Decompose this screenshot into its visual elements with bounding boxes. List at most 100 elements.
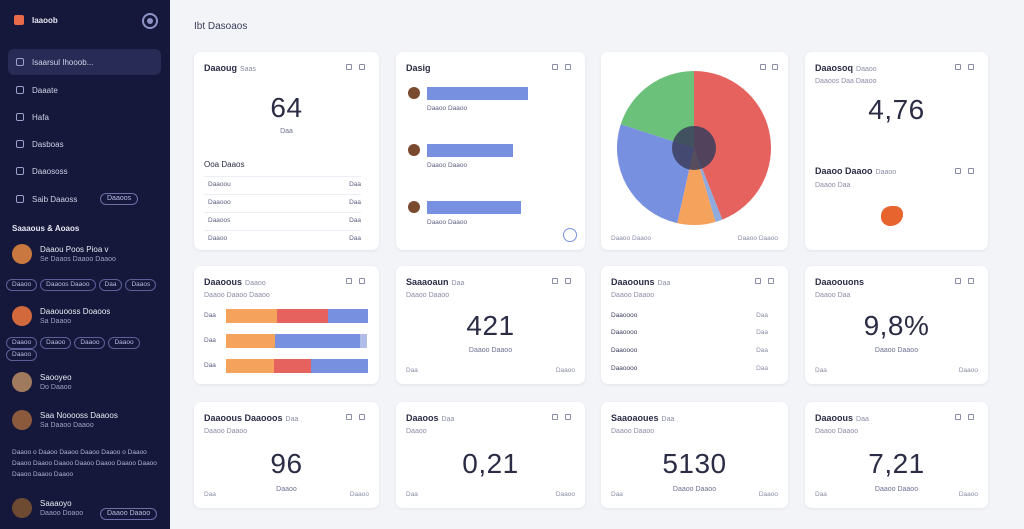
expand-icon[interactable] xyxy=(346,278,352,284)
stack-segment xyxy=(226,309,277,323)
card-kpi-9: Daaoous Daaooos Daa Daaoo Daaoo 96 Daaoo … xyxy=(194,402,379,508)
section-subtitle: Daaoo Daa xyxy=(815,182,851,189)
card-foot-right: Daaoo xyxy=(758,491,778,498)
tag[interactable]: Daaoo xyxy=(6,279,38,291)
expand-icon[interactable] xyxy=(552,414,558,420)
add-icon[interactable] xyxy=(563,228,577,242)
sidebar-item-2[interactable]: Daaate xyxy=(8,77,161,103)
table-row: Daaoos Daa xyxy=(204,212,361,228)
bar[interactable] xyxy=(427,87,528,100)
expand-icon[interactable] xyxy=(346,64,352,70)
menu-icon[interactable] xyxy=(968,414,974,420)
expand-icon[interactable] xyxy=(955,168,961,174)
expand-icon[interactable] xyxy=(955,278,961,284)
tag[interactable]: Daaoos Daaoo xyxy=(40,279,96,291)
tag-row: Daaoo Daaoos Daaoo Daa Daaos xyxy=(6,279,162,293)
card-subtitle: Daaoo Daa xyxy=(815,292,851,299)
avatar xyxy=(12,372,32,392)
stack-segment xyxy=(311,359,368,373)
pie-slice[interactable] xyxy=(620,71,694,148)
sidebar-item-label: Daaate xyxy=(32,86,58,95)
stacked-bar[interactable] xyxy=(226,359,368,373)
tag[interactable]: Daaoo xyxy=(40,337,72,349)
grid-icon xyxy=(16,167,24,175)
dashboard-icon xyxy=(16,58,24,66)
card-foot-left: Daa xyxy=(815,367,827,374)
list-item-label: Daaoooo xyxy=(611,347,638,354)
card-bars: Dasig Daaoo Daaoo Daaoo Daaoo Daaoo Daaoo xyxy=(396,52,585,250)
expand-icon[interactable] xyxy=(760,64,766,70)
tag[interactable]: Daaoo xyxy=(74,337,106,349)
card-title: Daaosoq Daaoo xyxy=(815,63,877,73)
user-meta: Sa Daaoo xyxy=(40,318,72,325)
menu-icon[interactable] xyxy=(565,414,571,420)
chart-icon xyxy=(16,140,24,148)
expand-icon[interactable] xyxy=(346,414,352,420)
sidebar: Iaaoob Isaarsul Ihooob... Daaate Hafa Da… xyxy=(0,0,170,529)
file-icon xyxy=(16,113,24,121)
pie-slice[interactable] xyxy=(694,71,771,220)
settings-icon[interactable] xyxy=(142,13,158,29)
menu-icon[interactable] xyxy=(968,168,974,174)
card-title: Daaoug Saas xyxy=(204,63,256,73)
card-foot-left: Daa xyxy=(406,367,418,374)
sidebar-item-label: Dasboas xyxy=(32,140,64,149)
card-subtitle: Daaoo Daaoo Daaoo xyxy=(204,292,270,299)
expand-icon[interactable] xyxy=(955,414,961,420)
menu-icon[interactable] xyxy=(359,278,365,284)
stack-segment xyxy=(226,359,274,373)
bar[interactable] xyxy=(427,144,513,157)
card-title: Daaoous Daaoo xyxy=(204,277,266,287)
card-title: Daaoouns Daa xyxy=(611,277,671,287)
kpi-value: 0,21 xyxy=(462,448,519,479)
menu-icon[interactable] xyxy=(968,64,974,70)
stacked-bar[interactable] xyxy=(226,334,368,348)
sidebar-item-3[interactable]: Hafa xyxy=(8,104,161,130)
menu-icon[interactable] xyxy=(968,278,974,284)
list-item-label: Daaoooo xyxy=(611,312,638,319)
page-title: Ibt Dasoaos xyxy=(194,21,248,32)
tag[interactable]: Daaoo xyxy=(6,337,38,349)
expand-icon[interactable] xyxy=(955,64,961,70)
card-kpi-10: Daaoos Daa Daaoo 0,21 Daa Daaoo xyxy=(396,402,585,508)
sidebar-note: Daaoo o Daaoo Daaoo Daaoo Daaoo o Daaoo … xyxy=(12,449,157,478)
user-name: Saa Nooooss Daaoos xyxy=(40,411,118,420)
pie-slice[interactable] xyxy=(677,148,716,225)
expand-icon[interactable] xyxy=(552,64,558,70)
expand-icon[interactable] xyxy=(755,278,761,284)
menu-icon[interactable] xyxy=(565,278,571,284)
tag[interactable]: Daaoo xyxy=(6,349,38,361)
sidebar-bottom-pill[interactable]: Daaoo Daaoo xyxy=(100,508,158,520)
sidebar-pill[interactable]: Daaoos xyxy=(100,193,139,205)
card-stacked: Daaoous Daaoo Daaoo Daaoo Daaoo Daa Daa Daa xyxy=(194,266,379,384)
menu-icon[interactable] xyxy=(359,64,365,70)
avatar xyxy=(12,410,32,430)
kpi-sub: Daa xyxy=(280,128,293,135)
tag[interactable]: Daaoo xyxy=(108,337,140,349)
sidebar-item-label: Daaososs xyxy=(32,167,68,176)
menu-icon[interactable] xyxy=(772,64,778,70)
tag[interactable]: Daa xyxy=(98,279,123,291)
card-foot-right: Daaoo xyxy=(349,491,369,498)
sidebar-item-label: Isaarsul Ihooob... xyxy=(32,58,94,67)
bar[interactable] xyxy=(427,201,521,214)
stack-segment xyxy=(328,309,368,323)
menu-icon[interactable] xyxy=(359,414,365,420)
card-foot-right: Daaoo xyxy=(958,491,978,498)
table-row: Daaoo Daa xyxy=(204,230,361,246)
kpi-value: 64 xyxy=(270,92,303,123)
menu-icon[interactable] xyxy=(768,278,774,284)
sidebar-item-4[interactable]: Dasboas xyxy=(8,131,161,157)
expand-icon[interactable] xyxy=(552,278,558,284)
menu-icon[interactable] xyxy=(565,64,571,70)
sidebar-item-5[interactable]: Daaososs xyxy=(8,158,161,184)
tag[interactable]: Daaos xyxy=(125,279,157,291)
pie-center xyxy=(672,126,716,170)
card-subtitle: Daaoo Daaoo xyxy=(406,292,450,299)
sidebar-item-label: Saib Daaoss xyxy=(32,195,78,204)
kpi-value: 421 xyxy=(466,310,515,341)
stacked-bar[interactable] xyxy=(226,309,368,323)
kpi-value: 96 xyxy=(270,448,303,479)
sidebar-item-6[interactable]: Saib Daaoss Daaoos xyxy=(8,186,161,212)
sidebar-item-dashboard[interactable]: Isaarsul Ihooob... xyxy=(8,49,161,75)
